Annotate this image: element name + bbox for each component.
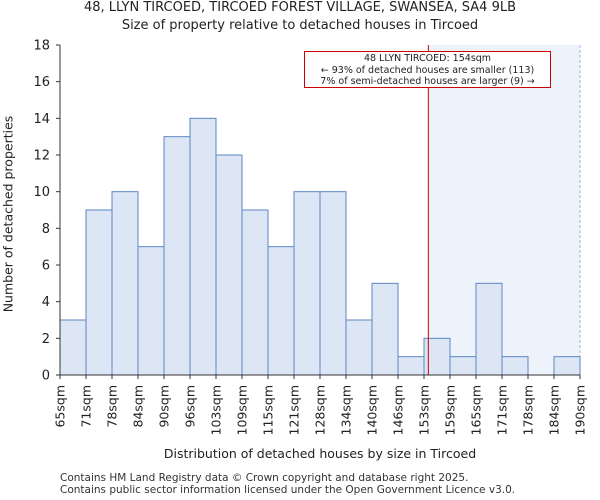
bar-78sqm [111, 191, 139, 376]
bar-90sqm [163, 136, 191, 376]
x-axis-label: Distribution of detached houses by size … [163, 446, 477, 461]
x-tick-label: 96sqm [183, 385, 198, 428]
footer-licence: Contains public sector information licen… [60, 484, 516, 496]
x-tick-label: 140sqm [365, 385, 380, 435]
x-tick-label: 159sqm [443, 385, 458, 435]
bar-65sqm [59, 319, 87, 376]
x-tick-label: 65sqm [53, 385, 68, 428]
x-tick-label: 121sqm [287, 385, 302, 435]
y-tick-label: 6 [42, 259, 50, 274]
x-tick-label: 153sqm [417, 385, 432, 435]
y-tick-label: 2 [42, 332, 50, 347]
footer-copyright: Contains HM Land Registry data © Crown c… [60, 472, 469, 484]
highlight-region [428, 45, 580, 375]
property-annotation-box: 48 LLYN TIRCOED: 154sqm ← 93% of detache… [304, 51, 551, 88]
annotation-line-2: ← 93% of detached houses are smaller (11… [320, 64, 535, 76]
x-tick-label: 71sqm [79, 385, 94, 428]
y-tick-label: 12 [33, 149, 50, 164]
x-tick-label: 90sqm [157, 385, 172, 428]
x-tick-label: 115sqm [261, 385, 276, 435]
bar-103sqm [215, 154, 243, 376]
y-tick-label: 8 [42, 222, 50, 237]
bar-184sqm [553, 356, 581, 376]
x-tick-label: 103sqm [209, 385, 224, 435]
bar-71sqm [85, 209, 113, 376]
chart-title-address: 48, LLYN TIRCOED, TIRCOED FOREST VILLAGE… [83, 0, 516, 15]
x-tick-label: 190sqm [573, 385, 588, 435]
bar-146sqm [397, 356, 425, 376]
x-tick-label: 146sqm [391, 385, 406, 435]
x-tick-label: 84sqm [131, 385, 146, 428]
bar-115sqm [267, 246, 295, 376]
x-tick-label: 128sqm [313, 385, 328, 435]
y-tick-label: 0 [42, 369, 50, 384]
annotation-line-3: 7% of semi-detached houses are larger (9… [320, 76, 535, 87]
x-tick-label: 78sqm [105, 385, 120, 428]
bar-159sqm [449, 356, 477, 376]
bar-165sqm [475, 282, 503, 376]
annotation-line-1: 48 LLYN TIRCOED: 154sqm [363, 53, 492, 64]
chart-title: Size of property relative to detached ho… [121, 18, 479, 33]
x-tick-label: 109sqm [235, 385, 250, 435]
bar-96sqm [189, 117, 217, 376]
x-tick-label: 134sqm [339, 385, 354, 435]
bar-128sqm [319, 191, 347, 376]
y-axis-label: Number of detached properties [0, 115, 16, 313]
y-tick-label: 16 [33, 75, 50, 90]
bar-121sqm [293, 191, 321, 376]
x-tick-label: 178sqm [521, 385, 536, 435]
y-tick-label: 10 [33, 185, 50, 200]
bar-171sqm [501, 356, 529, 376]
x-tick-label: 184sqm [547, 385, 562, 435]
y-tick-label: 14 [33, 112, 50, 127]
x-tick-label: 171sqm [495, 385, 510, 435]
bar-134sqm [345, 319, 373, 376]
x-tick-label: 165sqm [469, 385, 484, 435]
y-tick-label: 18 [33, 39, 50, 54]
bar-140sqm [371, 282, 399, 376]
y-tick-label: 4 [42, 295, 50, 310]
bar-109sqm [241, 209, 269, 376]
bar-84sqm [137, 246, 165, 376]
